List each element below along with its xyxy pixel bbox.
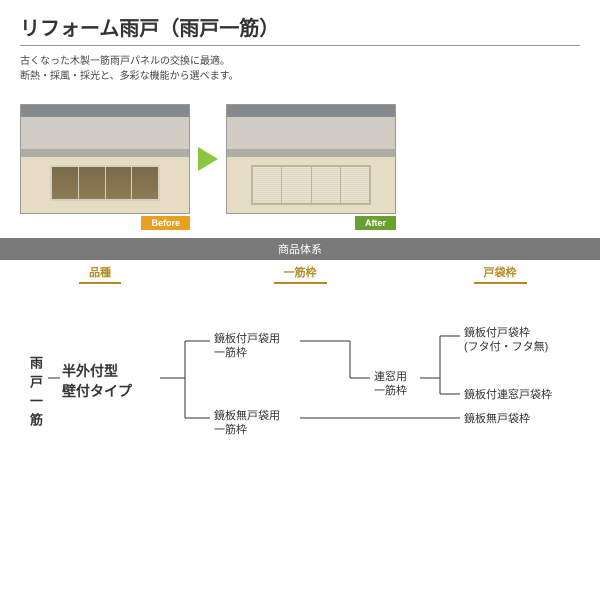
before-after-comparison: Before After	[0, 96, 600, 238]
column-header-1: 品種	[79, 264, 121, 284]
after-badge: After	[355, 216, 396, 230]
before-photo	[20, 104, 190, 214]
arrow-icon	[198, 147, 218, 171]
description-line-1: 古くなった木製一筋雨戸パネルの交換に最適。	[20, 54, 580, 69]
before-photo-block: Before	[20, 104, 190, 214]
tree-root: 雨戸一筋	[26, 356, 45, 432]
system-header: 商品体系	[0, 238, 600, 260]
after-photo	[226, 104, 396, 214]
title-underline	[20, 45, 580, 46]
column-header-row: 品種 一筋枠 戸袋枠	[0, 260, 600, 284]
tree-leaf-3: 鏡板無戸袋枠	[464, 412, 530, 426]
after-photo-block: After	[226, 104, 396, 214]
product-tree: 雨戸一筋 半外付型壁付タイプ 鏡板付戸袋用一筋枠 鏡板無戸袋用一筋枠 連窓用一筋…	[0, 296, 600, 466]
tree-leaf-1: 鏡板付戸袋枠(フタ付・フタ無)	[464, 326, 548, 355]
tree-type: 半外付型壁付タイプ	[62, 362, 132, 401]
page-title: リフォーム雨戸（雨戸一筋）	[20, 12, 580, 41]
tree-leaf-2: 鏡板付連窓戸袋枠	[464, 388, 552, 402]
description-line-2: 断熱・採風・採光と、多彩な機能から選べます。	[20, 69, 580, 84]
tree-connector-window: 連窓用一筋枠	[374, 370, 407, 399]
column-header-3: 戸袋枠	[474, 264, 527, 284]
tree-mid-2: 鏡板無戸袋用一筋枠	[214, 409, 280, 438]
before-badge: Before	[141, 216, 190, 230]
tree-mid-1: 鏡板付戸袋用一筋枠	[214, 332, 280, 361]
column-header-2: 一筋枠	[274, 264, 327, 284]
